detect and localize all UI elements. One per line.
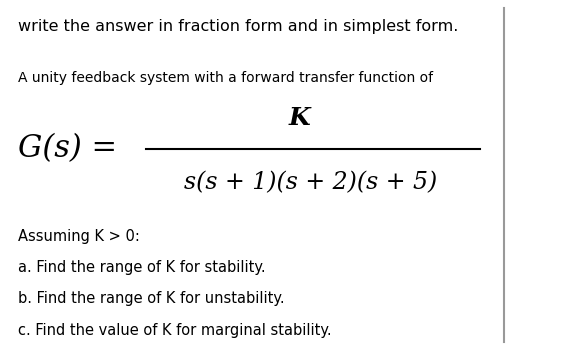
Text: b. Find the range of K for unstability.: b. Find the range of K for unstability. <box>18 291 284 306</box>
Text: c. Find the value of K for marginal stability.: c. Find the value of K for marginal stab… <box>18 323 332 337</box>
Text: A unity feedback system with a forward transfer function of: A unity feedback system with a forward t… <box>18 71 433 85</box>
Text: G(s) =: G(s) = <box>18 133 117 164</box>
Text: s(s + 1)(s + 2)(s + 5): s(s + 1)(s + 2)(s + 5) <box>184 171 437 194</box>
Text: write the answer in fraction form and in simplest form.: write the answer in fraction form and in… <box>18 19 458 34</box>
Text: Assuming K > 0:: Assuming K > 0: <box>18 229 140 244</box>
Text: K: K <box>288 106 310 130</box>
Text: a. Find the range of K for stability.: a. Find the range of K for stability. <box>18 260 266 275</box>
